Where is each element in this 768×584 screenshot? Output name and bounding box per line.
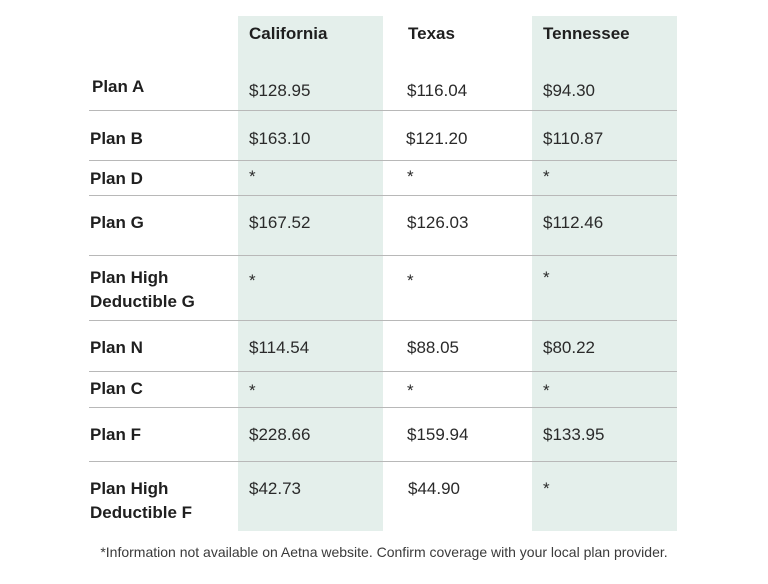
cell-california: $228.66 [249,425,311,444]
column-header-tennessee: Tennessee [543,24,630,43]
cell-texas: * [407,271,414,290]
table-row: Plan High Deductible F $42.73 $44.90 * [89,462,677,531]
cell-texas: $159.94 [407,425,469,444]
table-row: Plan F $228.66 $159.94 $133.95 [89,408,677,462]
row-divider [89,407,677,408]
row-divider [89,195,677,196]
row-label: Plan F [90,425,142,444]
cell-texas: $116.04 [407,81,468,100]
cell-tennessee: $133.95 [543,425,605,444]
row-divider [89,255,677,256]
table-row: Plan D * * * [89,161,677,196]
cell-tennessee: * [543,167,550,186]
column-header-california: California [249,24,328,43]
cell-tennessee: $112.46 [543,213,604,232]
table-row: Plan High Deductible G * * * [89,256,677,321]
cell-california: $114.54 [249,338,310,357]
cell-texas: $126.03 [407,213,469,232]
cell-texas: * [407,381,414,400]
cell-california: * [249,271,256,290]
cell-tennessee: * [543,381,550,400]
row-divider [89,110,677,111]
row-label: Plan D [90,169,143,188]
cell-california: $167.52 [249,213,311,232]
cell-california: $42.73 [249,479,301,498]
california-column-shading [238,16,383,531]
cell-tennessee: $80.22 [543,338,595,357]
table-row: Plan B $163.10 $121.20 $110.87 [89,111,677,161]
row-divider [89,320,677,321]
footnote: *Information not available on Aetna webs… [100,544,668,560]
cell-texas: $44.90 [408,479,460,498]
row-label: Plan G [90,213,144,232]
cell-texas: $88.05 [407,338,459,357]
table-row: Plan A $128.95 $116.04 $94.30 [89,70,677,111]
cell-texas: * [407,167,414,186]
row-divider [89,371,677,372]
table-row: Plan N $114.54 $88.05 $80.22 [89,321,677,372]
table-row: Plan C * * * [89,372,677,408]
tennessee-column-shading [532,16,677,531]
row-label: Plan A [92,77,145,96]
row-divider [89,461,677,462]
row-label: Plan C [90,379,143,398]
cell-tennessee: * [543,268,550,287]
cell-california: $163.10 [249,129,311,148]
table-row: Plan G $167.52 $126.03 $112.46 [89,196,677,256]
cell-california: $128.95 [249,81,311,100]
column-header-texas: Texas [408,24,455,43]
cell-california: * [249,381,256,400]
row-label: Plan High Deductible G [90,268,195,311]
row-label: Plan N [90,338,143,357]
cell-tennessee: $94.30 [543,81,595,100]
cell-texas: $121.20 [406,129,468,148]
cell-tennessee: * [543,479,550,498]
row-label: Plan High Deductible F [90,479,193,522]
row-label: Plan B [90,129,143,148]
cell-california: * [249,167,256,186]
row-divider [89,160,677,161]
cell-tennessee: $110.87 [543,129,604,148]
